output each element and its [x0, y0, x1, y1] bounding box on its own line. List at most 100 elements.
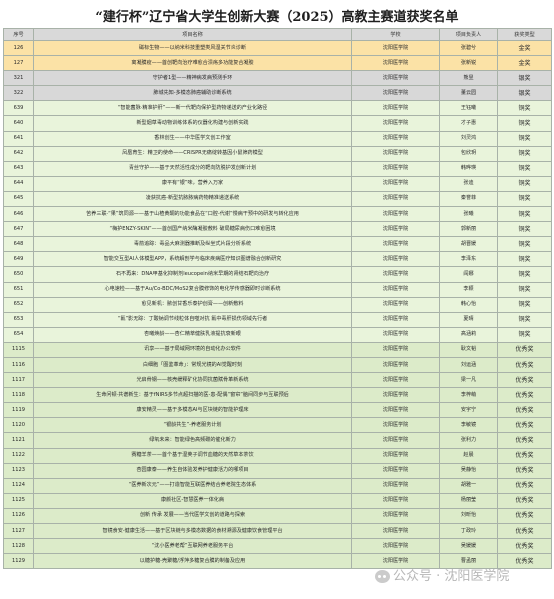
- cell-leader: 曹孟丽: [439, 553, 498, 570]
- cell-award: 铜奖: [497, 115, 552, 132]
- cell-school: 沈阳医学院: [351, 402, 440, 419]
- cell-school: 沈阳医学院: [351, 538, 440, 555]
- cell-no: 640: [3, 115, 34, 132]
- cell-school: 沈阳医学院: [351, 372, 440, 389]
- cell-award: 铜奖: [497, 326, 552, 343]
- table-row: 651 心电速检——基于Au/Co-BDC/MoS2复合膜修饰的电化学传感器即时诊…: [3, 281, 552, 298]
- page-title: “建行杯”辽宁省大学生创新大赛（2025）高教主赛道获奖名单: [95, 10, 459, 25]
- cell-leader: 赵晨: [439, 447, 498, 464]
- table-row: 640 新型烟草毒动物训练体系的仪器化构建与创新实践 沈阳医学院 才子惠 铜奖: [3, 115, 552, 132]
- cell-award: 优秀奖: [497, 522, 552, 540]
- cell-project: “氟”影无踪：丁酸钠调节线粒体自噬对抗 氟中毒肝损伤领域先行者: [33, 311, 352, 328]
- table-row: 1123 杏园康泰——养生自体验发养护健康活力的哪项目 沈阳医学院 吴静怡 优秀奖: [3, 462, 552, 479]
- table-row: 321 守护者1型——精神病发病预测手环 沈阳医学院 熊昱 银奖: [3, 70, 552, 87]
- cell-school: 沈阳医学院: [351, 462, 440, 479]
- cell-no: 1128: [3, 538, 34, 555]
- cell-award: 铜奖: [497, 281, 552, 298]
- table-row: 644 康平有“银”味，营养入万家 沈阳医学院 张迪 铜奖: [3, 175, 552, 192]
- cell-school: 沈阳医学院: [351, 160, 440, 177]
- cell-project: 青丝守护——基于天然活性成分的靶向防脱护发创新计划: [33, 160, 352, 177]
- table-row: 1127 智镜食安-健康生活——基于区块链与多模态数据的食材溯源及健康饮食管理平台…: [3, 522, 552, 540]
- wechat-icon: [375, 570, 390, 583]
- cell-project: 磁标生物——以纳米科技重塑类风湿关节炎诊断: [33, 39, 352, 57]
- cell-leader: 李颖: [439, 281, 498, 298]
- cell-award: 优秀奖: [497, 553, 552, 570]
- cell-no: 641: [3, 130, 34, 147]
- watermark: 公众号 · 沈阳医学院: [375, 565, 509, 584]
- cell-no: 652: [3, 296, 34, 313]
- cell-award: 优秀奖: [497, 417, 552, 434]
- table-row: 1116 白细胞「图鉴革命」：常规光镜的AI觉醒时刻 沈阳医学院 刘运涵 优秀奖: [3, 356, 552, 374]
- cell-leader: 刘运涵: [439, 356, 498, 374]
- cell-leader: 阎娜: [439, 266, 498, 283]
- cell-award: 优秀奖: [497, 447, 552, 464]
- cell-project: 凌获抗癌-新型抗脓脓病药物精准递送系统: [33, 190, 352, 208]
- cell-no: 645: [3, 190, 34, 208]
- cell-award: 优秀奖: [497, 372, 552, 389]
- cell-no: 651: [3, 281, 34, 298]
- cell-no: 1123: [3, 462, 34, 479]
- cell-project: 白细胞「图鉴革命」：常规光镜的AI觉醒时刻: [33, 356, 352, 374]
- table-row: 642 凤凰育生：精卫的使命——CRISPR无痛绽转基因小鼠筛药模型 沈阳医学院 包欣…: [3, 145, 552, 162]
- table-row: 1126 创新 传承 发展——当代医学文创的道路与探索 沈阳医学院 刘昕怡 优秀奖: [3, 507, 552, 525]
- cell-school: 沈阳医学院: [351, 522, 440, 540]
- cell-award: 金奖: [497, 55, 552, 72]
- cell-school: 沈阳医学院: [351, 175, 440, 192]
- cell-leader: 李泽东: [439, 251, 498, 268]
- cell-school: 沈阳医学院: [351, 130, 440, 147]
- cell-school: 沈阳医学院: [351, 115, 440, 132]
- cell-project: “沈小医养老帮”互联网养老服务平台: [33, 538, 352, 555]
- table-row: 1117 光启骨钢——核壳缓释矿化协同抗菌赋骨革新系统 沈阳医学院 梁一凡 优秀奖: [3, 372, 552, 389]
- cell-no: 650: [3, 266, 34, 283]
- cell-project: 守护者1型——精神病发病预测手环: [33, 70, 352, 87]
- cell-school: 沈阳医学院: [351, 70, 440, 87]
- cell-award: 铜奖: [497, 221, 552, 238]
- table-row: 650 石不再来：DNA甲基化抑制剂leucopein纳米早期的肾结石靶向治疗 沈阳…: [3, 266, 552, 283]
- cell-award: 优秀奖: [497, 432, 552, 449]
- cell-award: 铜奖: [497, 296, 552, 313]
- cell-school: 沈阳医学院: [351, 221, 440, 238]
- table-row: 1121 绿氧未来：智能绿色高频碳的催化新力 沈阳医学院 张利力 优秀奖: [3, 432, 552, 449]
- watermark-text: 公众号 · 沈阳医学院: [393, 569, 510, 584]
- cell-leader: 李梓萌: [439, 387, 498, 404]
- cell-no: 649: [3, 251, 34, 268]
- cell-project: 香林创生——中华医学文创工作室: [33, 130, 352, 147]
- cell-project: 毒箭追踪：毒品大麻测器推断及纵坐式片段分析系统: [33, 236, 352, 253]
- cell-no: 126: [3, 39, 34, 57]
- table-row: 645 凌获抗癌-新型抗脓脓病药物精准递送系统 沈阳医学院 秦誉菲 铜奖: [3, 190, 552, 208]
- cell-award: 铜奖: [497, 130, 552, 147]
- header-award: 获奖类型: [497, 28, 552, 41]
- cell-award: 银奖: [497, 85, 552, 102]
- cell-school: 沈阳医学院: [351, 85, 440, 102]
- cell-project: “医养新次元”——打造智能互联医养结合养老院生态体系: [33, 477, 352, 494]
- cell-no: 654: [3, 326, 34, 343]
- cell-project: “银龄共生”-养老服务计划: [33, 417, 352, 434]
- cell-project: 愈见新机：脓创甘香乐泰护创膏——创新敷料: [33, 296, 352, 313]
- cell-school: 沈阳医学院: [351, 251, 440, 268]
- cell-no: 1119: [3, 402, 34, 419]
- table-row: 1120 “银龄共生”-养老服务计划 沈阳医学院 李敏镜 优秀奖: [3, 417, 552, 434]
- cell-school: 沈阳医学院: [351, 296, 440, 313]
- cell-school: 沈阳医学院: [351, 341, 440, 358]
- cell-school: 沈阳医学院: [351, 477, 440, 494]
- cell-award: 优秀奖: [497, 477, 552, 494]
- cell-school: 沈阳医学院: [351, 266, 440, 283]
- cell-project: 杏曦焕龄——杏仁精萃健肤乳液提抗衰新眼: [33, 326, 352, 343]
- cell-school: 沈阳医学院: [351, 492, 440, 509]
- table-row: 647 “梅护ENZY-SKIN”——首创国产纳米酶凝胶敷料 破局糖尿病伤口难愈困…: [3, 221, 552, 238]
- cell-project: 生命问顿·共谱新生：基于fNIRS多节点超扫描的医-患-配偶“窗帘”脑间同步与互…: [33, 387, 352, 404]
- cell-leader: 梁一凡: [439, 372, 498, 389]
- cell-leader: 杨丽莹: [439, 492, 498, 509]
- cell-project: 心电速检——基于Au/Co-BDC/MoS2复合膜修饰的电化学传感器即时诊断系统: [33, 281, 352, 298]
- cell-no: 1118: [3, 387, 34, 404]
- cell-no: 648: [3, 236, 34, 253]
- cell-no: 646: [3, 206, 34, 223]
- cell-school: 沈阳医学院: [351, 206, 440, 223]
- cell-school: 沈阳医学院: [351, 39, 440, 57]
- table-row: 654 杏曦焕龄——杏仁精萃健肤乳液提抗衰新眼 沈阳医学院 高涵莉 铜奖: [3, 326, 552, 343]
- cell-school: 沈阳医学院: [351, 432, 440, 449]
- table-row: 1119 康安精灵——基于多模态AI与区块链的智能护理床 沈阳医学院 安宇宁 优秀奖: [3, 402, 552, 419]
- cell-award: 铜奖: [497, 251, 552, 268]
- cell-leader: 包欣玥: [439, 145, 498, 162]
- cell-project: 赛糖羊茶——首个基于湿荚子调节血糖的天然草本茶饮: [33, 447, 352, 464]
